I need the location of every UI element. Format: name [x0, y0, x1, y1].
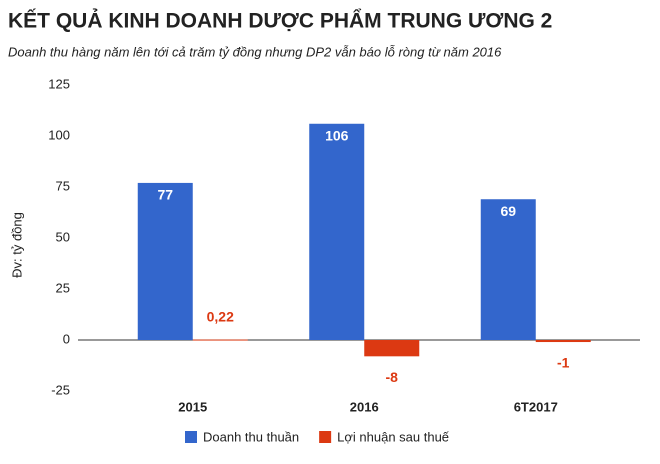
y-tick-label: 125 — [48, 76, 70, 91]
value-label: 106 — [325, 127, 349, 143]
bar — [192, 339, 248, 341]
y-tick-label: 75 — [56, 178, 70, 193]
y-tick-label: -25 — [51, 382, 70, 397]
y-tick-label: 100 — [48, 127, 70, 142]
bar — [480, 199, 536, 340]
y-tick-label: 50 — [56, 229, 70, 244]
x-tick-label: 2016 — [350, 399, 379, 414]
value-label: 0,22 — [207, 308, 234, 324]
value-label: -1 — [557, 355, 570, 371]
legend-swatch — [319, 431, 332, 443]
bar — [137, 182, 193, 340]
value-label: -8 — [386, 369, 399, 385]
legend-label: Doanh thu thuần — [203, 429, 299, 444]
y-axis-label: Đv: tỷ đồng — [9, 212, 24, 278]
value-label: 69 — [500, 203, 516, 219]
value-label: 77 — [157, 187, 173, 203]
y-tick-label: 0 — [63, 331, 70, 346]
legend-label: Lợi nhuận sau thuế — [337, 429, 450, 444]
chart-title: KẾT QUẢ KINH DOANH DƯỢC PHẨM TRUNG ƯƠNG … — [8, 10, 552, 33]
x-tick-label: 2015 — [178, 399, 207, 414]
legend-swatch — [185, 431, 197, 443]
y-tick-label: 25 — [56, 280, 70, 295]
bar — [535, 340, 591, 343]
bar — [364, 340, 420, 357]
chart-subtitle: Doanh thu hàng năm lên tới cả trăm tỷ đồ… — [8, 44, 502, 59]
x-tick-label: 6T2017 — [514, 399, 558, 414]
bar — [309, 123, 365, 340]
